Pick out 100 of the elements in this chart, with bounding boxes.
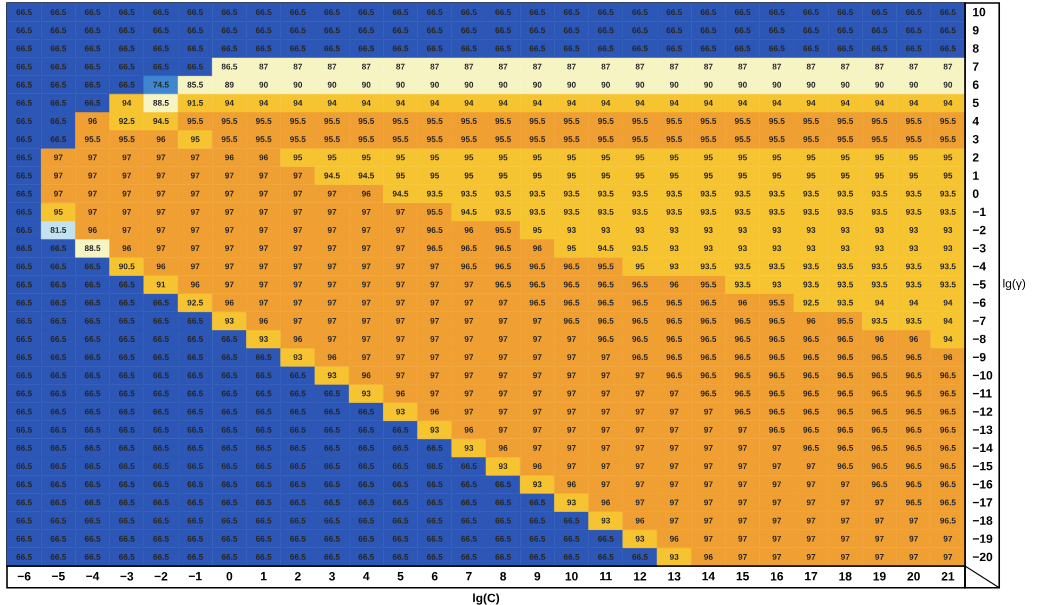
data-label: 97 [772, 499, 782, 506]
data-label: 95.5 [461, 136, 477, 143]
data-label: 94 [943, 336, 953, 342]
data-label: 66.5 [187, 336, 203, 342]
data-label: 66.5 [598, 535, 614, 542]
data-label: 93 [259, 336, 268, 342]
data-label: 66.5 [50, 263, 67, 270]
data-label: 93.5 [769, 208, 785, 215]
y-tick-label: −14 [972, 443, 993, 453]
x-tick-label: 6 [431, 572, 438, 581]
data-label: 66.5 [563, 27, 580, 34]
data-label: 97 [327, 245, 337, 252]
data-label: 95 [601, 172, 611, 179]
data-label: 66.5 [495, 9, 511, 15]
data-label: 97 [88, 208, 97, 215]
data-label: 96 [156, 263, 166, 270]
data-label: 95.5 [837, 118, 854, 124]
data-label: 97 [361, 227, 371, 233]
y-tick-label: −2 [972, 225, 986, 235]
data-label: 95.5 [632, 136, 648, 143]
data-label: 97 [806, 481, 816, 488]
data-label: 66.5 [255, 45, 272, 52]
data-label: 93.5 [940, 208, 956, 215]
data-label: 94 [396, 99, 406, 106]
data-label: 97 [430, 390, 439, 397]
data-label: 66.5 [50, 463, 67, 470]
data-label: 97 [293, 299, 303, 306]
data-label: 97 [567, 445, 576, 451]
data-label: 66.5 [290, 535, 306, 542]
data-label: 66.5 [50, 118, 67, 124]
data-label: 66.5 [50, 372, 67, 379]
data-label: 96.5 [803, 445, 819, 451]
y-tick-label: −7 [972, 316, 986, 325]
data-label: 96 [396, 390, 405, 397]
data-label: 94 [840, 99, 850, 106]
data-label: 93.5 [461, 190, 477, 197]
data-label: 96 [259, 154, 268, 161]
data-label: 97 [840, 553, 850, 560]
data-label: 95.5 [529, 136, 546, 143]
data-label: 87 [806, 63, 816, 70]
data-label: 66.5 [84, 45, 101, 52]
data-label: 66.5 [255, 27, 272, 34]
data-label: 96.5 [769, 354, 785, 361]
data-label: 93 [635, 535, 645, 542]
data-label: 93 [225, 317, 234, 324]
data-label: 96.5 [632, 317, 648, 324]
data-label: 66.5 [495, 553, 511, 560]
data-label: 87 [396, 63, 405, 70]
data-label: 66.5 [358, 481, 375, 488]
data-label: 95 [533, 227, 542, 233]
data-label: 95 [875, 172, 884, 179]
data-label: 95.5 [700, 281, 717, 288]
data-label: 95.5 [769, 118, 785, 124]
data-label: 97 [704, 445, 713, 451]
data-label: 93 [772, 245, 782, 252]
data-label: 96 [156, 136, 166, 143]
data-label: 66.5 [84, 336, 101, 342]
data-label: 92.5 [803, 299, 819, 306]
x-tick-label: 21 [941, 572, 955, 581]
data-label: 87 [361, 63, 371, 70]
data-label: 96.5 [495, 263, 511, 270]
data-label: 97 [567, 336, 576, 342]
data-label: 93.5 [495, 208, 511, 215]
data-label: 95.5 [495, 136, 511, 143]
data-label: 96 [533, 245, 542, 252]
data-label: 87 [601, 63, 610, 70]
data-label: 66.5 [187, 63, 203, 70]
data-label: 66.5 [700, 9, 717, 15]
data-label: 97 [122, 190, 131, 197]
data-label: 97 [259, 172, 268, 179]
data-label: 95 [498, 172, 508, 179]
data-label: 66.5 [871, 9, 888, 15]
data-label: 96.5 [803, 426, 819, 433]
data-label: 66.5 [905, 27, 922, 34]
data-label: 93.5 [940, 263, 956, 270]
data-label: 96.5 [940, 426, 956, 433]
data-label: 97 [498, 408, 508, 415]
x-tick-label: −5 [51, 572, 65, 581]
data-label: 95 [772, 154, 782, 161]
data-label: 66.5 [50, 281, 67, 288]
x-tick-label: 11 [600, 572, 612, 581]
data-label: 66.5 [221, 336, 238, 342]
data-label: 66.5 [50, 245, 67, 252]
data-label: 96 [909, 336, 918, 342]
data-label: 66.5 [358, 408, 375, 415]
data-label: 97 [293, 263, 303, 270]
data-label: 93 [533, 481, 542, 488]
data-label: 96.5 [803, 408, 819, 415]
data-label: 97 [122, 208, 131, 215]
data-label: 96 [430, 408, 439, 415]
data-label: 96 [88, 227, 97, 233]
data-label: 66.5 [358, 27, 375, 34]
data-label: 66.5 [290, 517, 306, 524]
data-label: 96 [943, 354, 953, 361]
x-tick-label: 19 [873, 572, 886, 581]
data-label: 95 [533, 172, 542, 179]
data-label: 97 [361, 263, 371, 270]
data-label: 66.5 [255, 390, 272, 397]
data-label: 97 [533, 390, 542, 397]
data-label: 96.5 [700, 317, 717, 324]
